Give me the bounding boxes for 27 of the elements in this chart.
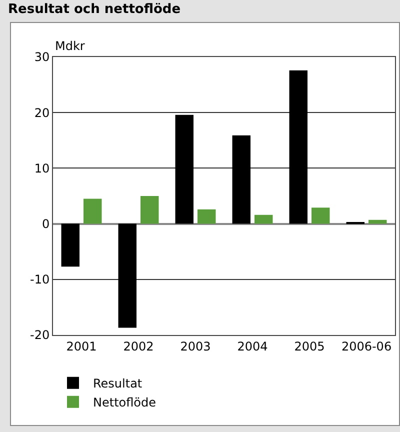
- x-tick-label: 2001: [66, 339, 97, 354]
- bar: [368, 220, 387, 224]
- bar: [198, 209, 216, 224]
- bar: [232, 135, 250, 224]
- bar: [312, 208, 330, 224]
- bar: [84, 198, 102, 224]
- y-tick-label: 10: [34, 161, 50, 176]
- y-tick-label: -20: [30, 328, 50, 342]
- x-tick-label: 2003: [180, 339, 211, 354]
- bar: [140, 196, 159, 224]
- x-tick-label: 2006-06: [341, 339, 392, 354]
- bar: [61, 224, 80, 267]
- y-tick-label: 20: [34, 106, 50, 120]
- legend-label: Resultat: [93, 376, 142, 391]
- y-tick-label: 0: [42, 217, 50, 231]
- bar: [254, 214, 273, 224]
- chart-title: Resultat och nettoflöde: [8, 2, 181, 17]
- x-tick-label: 2005: [294, 339, 325, 354]
- y-tick-label: 30: [34, 50, 50, 64]
- bar: [175, 114, 194, 224]
- x-tick-label: 2002: [123, 339, 154, 354]
- y-tick-label: -10: [30, 272, 50, 287]
- legend-label: Nettoflöde: [93, 396, 156, 410]
- bar: [289, 70, 308, 224]
- x-tick-label: 2004: [237, 339, 268, 354]
- y-axis-title: Mdkr: [55, 39, 85, 53]
- bar: [118, 224, 136, 328]
